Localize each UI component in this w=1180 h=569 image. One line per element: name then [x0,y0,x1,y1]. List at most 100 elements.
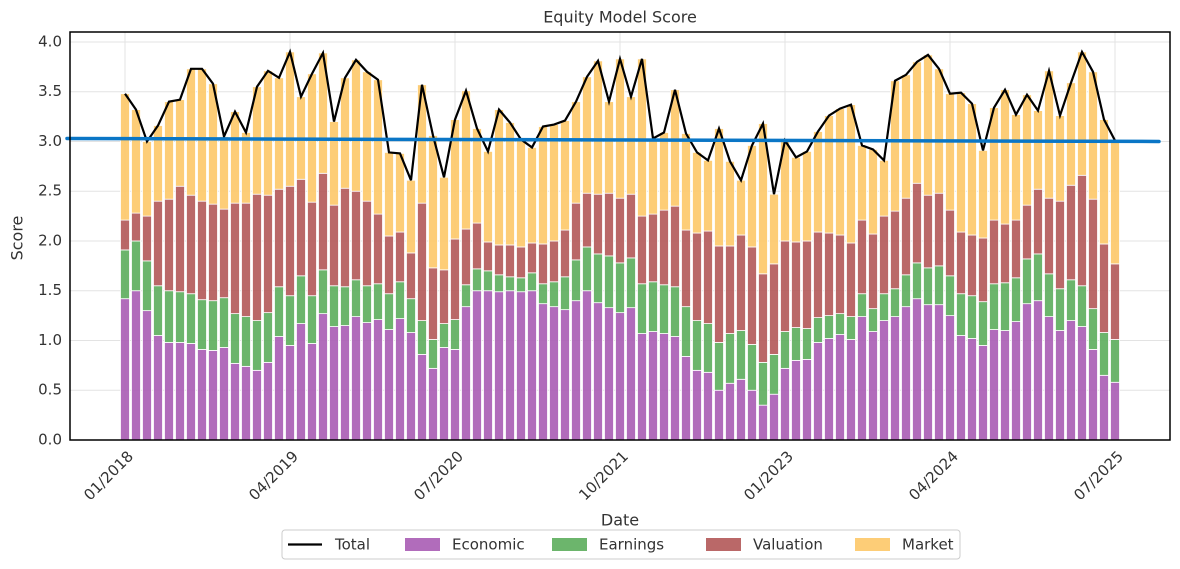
y-tick-label: 2.5 [38,182,62,200]
bar-segment [956,335,966,441]
bar-segment [1099,119,1109,245]
legend-label: Market [902,536,954,554]
bar-segment [1066,82,1076,186]
bar-segment [791,327,801,361]
bar-segment [714,128,724,247]
bar-segment [912,182,922,264]
bar-segment [934,68,944,194]
bar-segment [813,231,823,319]
bar-segment [868,308,878,332]
bar-segment [1110,140,1120,265]
bar-segment [296,178,306,277]
bar-segment [615,312,625,441]
bar-segment [219,297,229,348]
bar-segment [615,197,625,264]
bar-segment [340,325,350,441]
legend-label: Economic [452,536,525,554]
bar-segment [274,77,284,190]
bar-segment [1000,223,1010,284]
bar-segment [725,160,735,247]
bar-segment [846,339,856,441]
bar-segment [483,290,493,441]
bar-segment [714,342,724,391]
bar-segment [835,234,845,315]
bar-segment [857,316,867,441]
bar-segment [780,240,790,332]
bar-segment [516,291,526,441]
x-tick-label: 01/2018 [80,447,137,504]
bar-segment [494,291,504,441]
bar-segment [384,293,394,330]
bar-segment [516,277,526,293]
bar-segment [417,320,427,355]
bar-segment [945,275,955,317]
bar-segment [351,190,361,281]
bar-segment [571,101,581,204]
bar-segment [725,333,735,384]
bar-segment [373,213,383,285]
bar-segment [362,200,372,287]
bar-segment [527,290,537,441]
bar-segment [835,108,845,236]
bar-segment [417,354,427,441]
legend-swatch [552,538,587,551]
bar-segment [835,313,845,335]
bar-segment [1066,279,1076,321]
bar-segment [307,201,317,297]
bar-segment [296,323,306,441]
bar-segment [945,315,955,441]
bar-segment [131,109,141,214]
bar-segment [1011,277,1021,322]
bar-segment [472,128,482,224]
bar-segment [505,276,515,292]
y-tick-label: 3.5 [38,82,62,100]
bar-segment [549,281,559,308]
bar-segment [1088,349,1098,441]
bar-segment [615,262,625,314]
bar-segment [549,306,559,441]
y-tick-label: 0.0 [38,431,62,449]
bar-segment [230,111,240,204]
bar-segment [791,359,801,441]
bar-segment [1055,115,1065,202]
bar-segment [637,333,647,441]
bar-segment [362,322,372,441]
bar-segment [285,345,295,441]
bar-segment [186,293,196,344]
bar-segment [274,336,284,441]
bar-segment [1011,321,1021,441]
bar-segment [681,356,691,441]
bar-segment [626,96,636,195]
bar-segment [967,234,977,297]
bar-segment [428,367,438,441]
bar-segment [1022,258,1032,305]
bar-segment [329,121,339,206]
x-tick-label: 07/2020 [410,447,467,504]
x-tick-label: 04/2019 [245,447,302,504]
bar-segment [626,307,636,441]
bar-segment [923,54,933,196]
bar-segment [659,209,669,286]
bar-segment [637,283,647,334]
bar-segment [736,330,746,380]
bar-segment [648,281,658,332]
bar-segment [813,342,823,441]
bar-segment [824,232,834,317]
bar-segment [406,332,416,441]
bar-segment [560,229,570,278]
x-tick-label: 10/2021 [575,447,632,504]
bar-segment [505,290,515,441]
bar-segment [1066,184,1076,281]
bar-segment [978,301,988,346]
bar-segment [373,283,383,320]
bar-segment [153,125,163,202]
y-axis-label: Score [8,216,27,261]
bar-segment [1110,381,1120,441]
bar-segment [692,369,702,441]
bar-segment [406,252,416,300]
bar-segment [395,281,405,319]
bar-segment [406,298,416,333]
bar-segment [164,342,174,441]
bar-segment [131,212,141,242]
bar-segment [1044,273,1054,318]
